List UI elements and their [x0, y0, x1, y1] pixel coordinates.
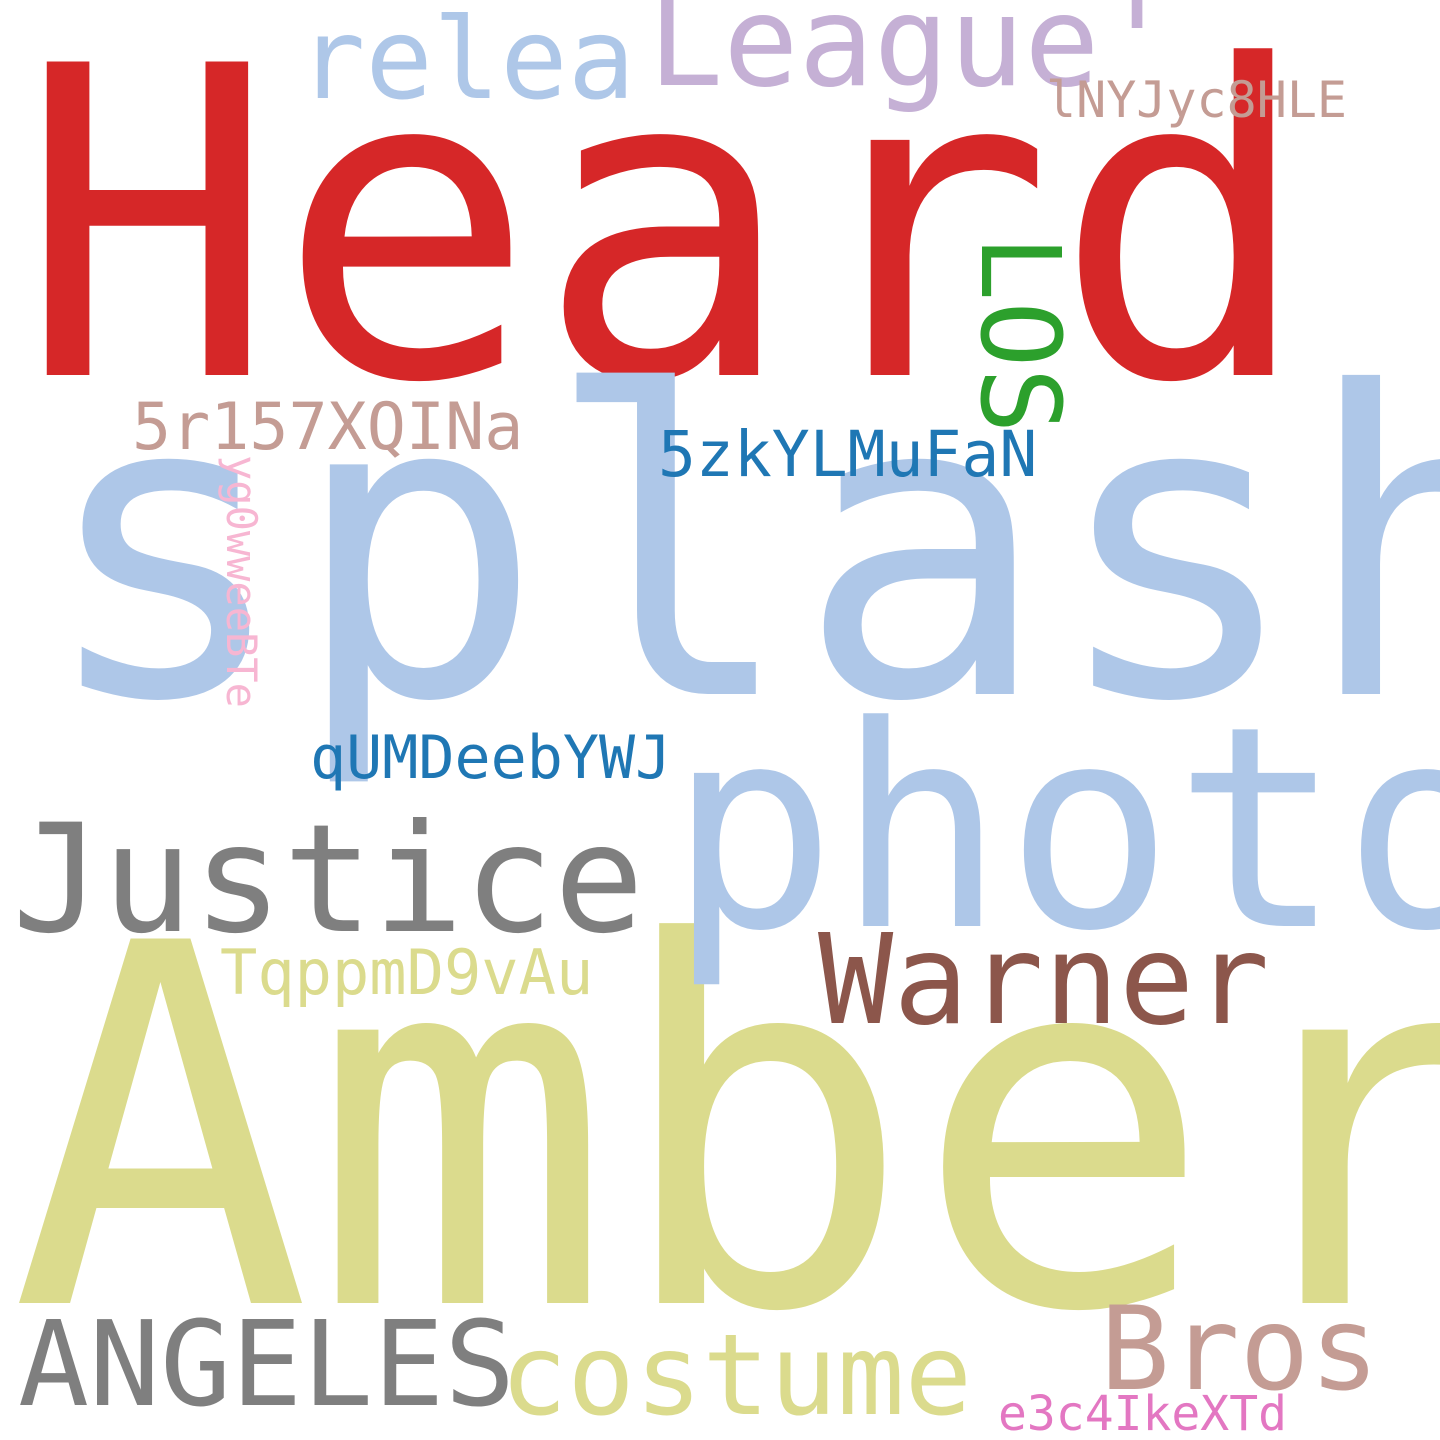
word-costume: costume	[500, 1311, 973, 1440]
word-angeles: ANGELES	[18, 1295, 516, 1433]
word-heard: Heard	[18, 0, 1313, 477]
word-amber: Amber	[10, 839, 1440, 1421]
word-justice: Justice	[12, 793, 645, 967]
word-league: League'	[648, 0, 1175, 115]
word-los: LOS	[956, 235, 1084, 434]
word-photo: photo	[668, 667, 1440, 993]
word-warner: Warner	[818, 908, 1270, 1053]
word-bros: Bros	[1100, 1282, 1380, 1417]
word-qumdeebywj: qUMDeebYWJ	[310, 723, 672, 793]
word-yg0wweebte: yg0wweeBTe	[217, 455, 266, 708]
word-5r157xqina: 5r157XQINa	[132, 390, 524, 465]
word-e3c4ikextd: e3c4IkeXTd	[998, 1386, 1287, 1440]
word-tqppmd9vau: TqppmD9vAu	[220, 936, 594, 1009]
word-lnyjyc8hle: lNYJyc8HLE	[1046, 71, 1348, 129]
word-relea: relea	[298, 0, 636, 125]
word-splash: splash	[38, 305, 1440, 794]
word-5zkylmufan: 5zkYLMuFaN	[658, 418, 1038, 491]
